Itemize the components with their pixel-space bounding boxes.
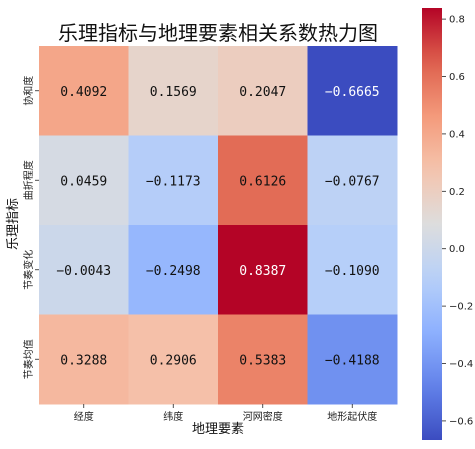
cell-value-label: −0.0767 bbox=[325, 174, 380, 189]
heatmap-cell bbox=[218, 46, 308, 136]
x-tick-label: 经度 bbox=[74, 410, 94, 423]
heatmap-cell bbox=[39, 314, 129, 405]
chart-title: 乐理指标与地理要素相关系数热力图 bbox=[58, 21, 378, 45]
heatmap-cell bbox=[218, 314, 308, 405]
cell-value-label: −0.1173 bbox=[146, 174, 201, 189]
colorbar bbox=[422, 8, 442, 440]
heatmap-cell bbox=[307, 225, 398, 315]
cell-value-label: 0.1569 bbox=[150, 85, 197, 100]
heatmap-cell bbox=[128, 46, 219, 136]
cell-value-label: 0.2047 bbox=[239, 85, 286, 100]
cell-value-label: −0.0043 bbox=[56, 264, 111, 279]
y-axis-label: 乐理指标 bbox=[6, 198, 21, 250]
heatmap-cell bbox=[307, 46, 398, 136]
y-tick-label: 节奏均值 bbox=[22, 339, 35, 379]
colorbar-tick-label: 0.2 bbox=[449, 187, 465, 198]
cell-value-label: 0.5383 bbox=[239, 353, 286, 368]
cell-value-label: 0.8387 bbox=[239, 264, 286, 279]
x-tick-labels: 经度 纬度 河网密度 地形起伏度 bbox=[74, 404, 377, 423]
colorbar-tick-label: −0.2 bbox=[449, 302, 473, 313]
cell-value-label: −0.1090 bbox=[325, 264, 380, 279]
colorbar-tick-label: 0.4 bbox=[449, 129, 465, 140]
heatmap-cell bbox=[307, 314, 398, 405]
heatmap-cell bbox=[39, 225, 129, 315]
cell-value-label: 0.3288 bbox=[60, 353, 107, 368]
cell-value-label: −0.4188 bbox=[325, 353, 380, 368]
cell-value-label: 0.4092 bbox=[60, 85, 107, 100]
y-tick-label: 曲折程度 bbox=[22, 160, 35, 200]
heatmap-cells: 0.4092 0.1569 0.2047 −0.6665 0.0459 −0.1173 0.… bbox=[39, 46, 398, 405]
x-tick-label: 纬度 bbox=[163, 410, 183, 423]
heatmap-cell bbox=[128, 314, 219, 405]
cell-value-label: −0.2498 bbox=[146, 264, 201, 279]
cell-value-label: 0.2906 bbox=[150, 353, 197, 368]
cell-value-label: 0.6126 bbox=[239, 174, 286, 189]
y-tick-label: 协和度 bbox=[22, 76, 35, 106]
y-tick-label: 节奏变化 bbox=[22, 250, 35, 290]
heatmap-cell bbox=[39, 46, 129, 136]
heatmap-cell bbox=[307, 135, 398, 226]
heatmap-cell bbox=[128, 225, 219, 315]
colorbar-tick-label: 0.8 bbox=[449, 15, 465, 26]
heatmap-cell bbox=[218, 135, 308, 226]
heatmap-cell bbox=[218, 225, 308, 315]
x-axis-label: 地理要素 bbox=[192, 422, 244, 437]
cell-value-label: 0.0459 bbox=[60, 174, 107, 189]
heatmap-cell bbox=[39, 135, 129, 226]
colorbar-ticks: 0.8 0.6 0.4 0.2 0.0 −0.2 −0.4 −0.6 bbox=[442, 15, 473, 427]
heatmap-cell bbox=[128, 135, 219, 226]
x-tick-label: 河网密度 bbox=[243, 410, 283, 423]
colorbar-tick-label: −0.4 bbox=[449, 359, 473, 370]
cell-value-label: −0.6665 bbox=[325, 85, 380, 100]
x-tick-label: 地形起伏度 bbox=[327, 410, 377, 423]
colorbar-tick-label: 0.6 bbox=[449, 72, 465, 83]
colorbar-tick-label: −0.6 bbox=[449, 416, 473, 427]
colorbar-tick-label: 0.0 bbox=[449, 244, 465, 255]
